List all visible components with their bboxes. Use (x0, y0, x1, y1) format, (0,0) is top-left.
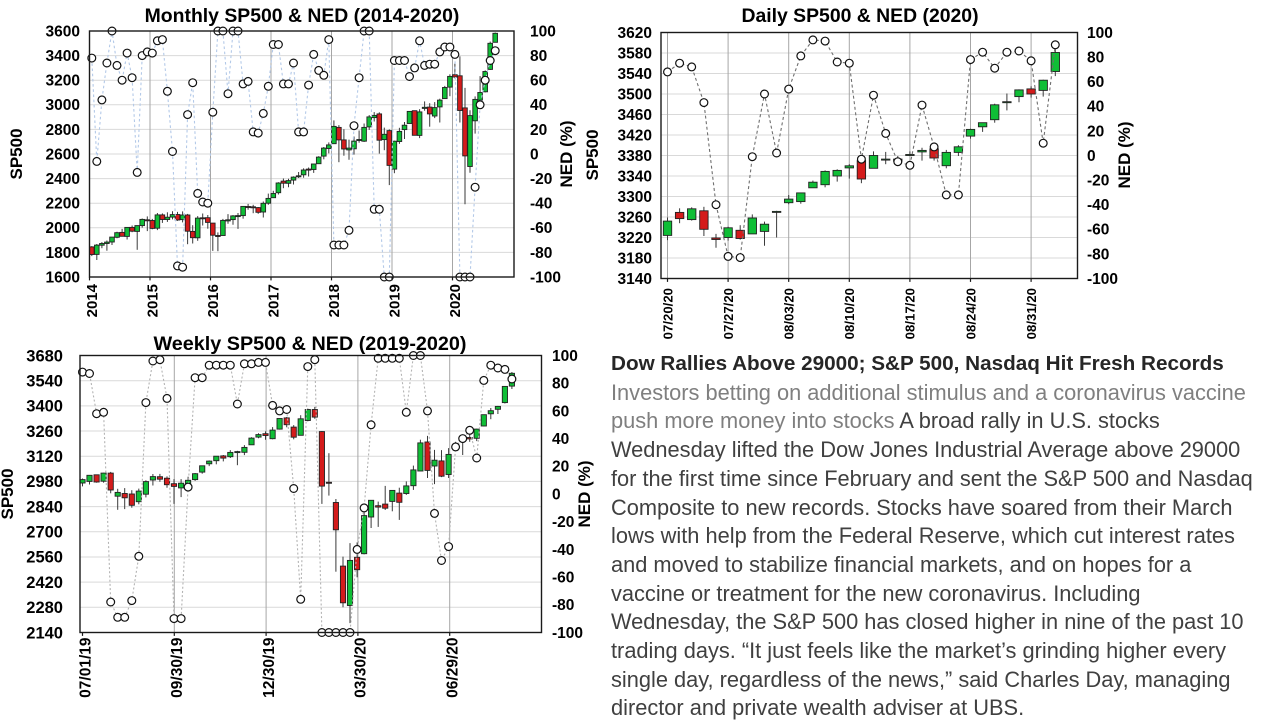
svg-text:2840: 2840 (26, 498, 63, 516)
svg-text:Daily SP500 & NED (2020): Daily SP500 & NED (2020) (741, 5, 978, 27)
svg-text:40: 40 (530, 97, 547, 114)
svg-text:08/24/20: 08/24/20 (963, 288, 978, 339)
svg-text:3260: 3260 (26, 423, 63, 441)
svg-text:80: 80 (530, 48, 547, 65)
svg-text:100: 100 (552, 348, 578, 365)
svg-text:-20: -20 (530, 171, 552, 188)
svg-text:09/30/19: 09/30/19 (169, 637, 186, 698)
svg-text:SP500: SP500 (0, 468, 17, 519)
svg-text:2018: 2018 (326, 284, 343, 317)
svg-text:2016: 2016 (205, 284, 222, 317)
svg-text:60: 60 (552, 403, 569, 420)
svg-text:03/30/20: 03/30/20 (353, 638, 370, 698)
svg-text:3680: 3680 (26, 347, 63, 365)
svg-text:40: 40 (552, 431, 569, 448)
svg-text:80: 80 (552, 376, 569, 393)
svg-text:-40: -40 (1087, 197, 1109, 214)
svg-text:0: 0 (552, 486, 561, 503)
svg-text:20: 20 (552, 459, 569, 476)
svg-text:Monthly SP500 & NED (2014-2020: Monthly SP500 & NED (2014-2020) (145, 5, 460, 27)
svg-text:2000: 2000 (46, 220, 80, 237)
svg-text:1800: 1800 (46, 245, 80, 262)
svg-text:-100: -100 (1087, 271, 1118, 288)
svg-text:3540: 3540 (26, 373, 63, 391)
svg-text:NED (%): NED (%) (1115, 121, 1134, 188)
svg-text:-100: -100 (530, 269, 561, 286)
svg-text:-40: -40 (530, 196, 552, 213)
svg-text:100: 100 (530, 23, 556, 40)
svg-text:-60: -60 (530, 220, 552, 237)
svg-text:2700: 2700 (26, 524, 63, 542)
svg-text:-80: -80 (552, 597, 574, 614)
svg-text:2400: 2400 (46, 171, 80, 188)
svg-text:07/01/19: 07/01/19 (77, 637, 94, 698)
svg-text:NED (%): NED (%) (575, 460, 594, 527)
svg-text:3220: 3220 (618, 230, 652, 247)
svg-text:SP500: SP500 (583, 129, 602, 180)
svg-text:20: 20 (530, 122, 547, 139)
svg-text:3380: 3380 (618, 148, 652, 165)
svg-text:-80: -80 (1087, 246, 1109, 263)
svg-text:60: 60 (530, 73, 547, 90)
svg-text:3600: 3600 (46, 23, 80, 40)
svg-text:2560: 2560 (26, 549, 63, 567)
svg-text:100: 100 (1087, 25, 1113, 42)
svg-text:20: 20 (1087, 123, 1104, 140)
svg-text:3200: 3200 (46, 73, 80, 90)
svg-text:0: 0 (1087, 148, 1096, 165)
svg-text:2019: 2019 (386, 284, 403, 317)
svg-text:08/17/20: 08/17/20 (903, 288, 918, 339)
svg-text:2020: 2020 (447, 284, 464, 317)
svg-text:3340: 3340 (618, 168, 652, 185)
svg-text:3540: 3540 (618, 66, 652, 83)
svg-text:3400: 3400 (46, 48, 80, 65)
svg-text:2015: 2015 (144, 284, 161, 317)
svg-text:SP500: SP500 (7, 128, 26, 179)
svg-text:Weekly SP500 & NED (2019-2020): Weekly SP500 & NED (2019-2020) (153, 333, 466, 355)
svg-text:3620: 3620 (618, 25, 652, 42)
svg-text:3120: 3120 (26, 448, 63, 466)
svg-text:07/27/20: 07/27/20 (721, 288, 736, 339)
svg-text:2014: 2014 (84, 283, 101, 317)
svg-text:2980: 2980 (26, 473, 63, 491)
svg-text:-80: -80 (530, 245, 552, 262)
svg-text:08/10/20: 08/10/20 (842, 288, 857, 339)
svg-text:3260: 3260 (618, 209, 652, 226)
svg-text:60: 60 (1087, 74, 1104, 91)
svg-text:2200: 2200 (46, 196, 80, 213)
svg-text:2420: 2420 (26, 574, 63, 592)
svg-text:3580: 3580 (618, 45, 652, 62)
svg-text:-60: -60 (552, 570, 574, 587)
svg-text:-40: -40 (552, 542, 574, 559)
svg-text:3420: 3420 (618, 127, 652, 144)
svg-text:3140: 3140 (618, 271, 652, 288)
svg-text:-20: -20 (1087, 173, 1109, 190)
svg-text:40: 40 (1087, 99, 1104, 116)
svg-text:3180: 3180 (618, 250, 652, 267)
svg-text:-20: -20 (552, 514, 574, 531)
svg-text:3000: 3000 (46, 97, 80, 114)
svg-text:3500: 3500 (618, 86, 652, 103)
svg-text:08/31/20: 08/31/20 (1024, 288, 1039, 339)
svg-text:NED (%): NED (%) (557, 120, 576, 187)
svg-text:0: 0 (530, 146, 539, 163)
svg-text:3400: 3400 (26, 398, 63, 416)
svg-text:2600: 2600 (46, 146, 80, 163)
svg-text:2140: 2140 (26, 624, 63, 642)
svg-text:-100: -100 (552, 625, 583, 642)
svg-text:07/20/20: 07/20/20 (660, 288, 675, 339)
svg-text:2800: 2800 (46, 122, 80, 139)
svg-text:2017: 2017 (265, 284, 282, 317)
svg-text:-60: -60 (1087, 222, 1109, 239)
svg-text:06/29/20: 06/29/20 (445, 638, 462, 698)
svg-text:80: 80 (1087, 50, 1104, 67)
svg-text:2280: 2280 (26, 599, 63, 617)
svg-text:08/03/20: 08/03/20 (782, 288, 797, 339)
svg-text:1600: 1600 (46, 269, 80, 286)
svg-text:3460: 3460 (618, 107, 652, 124)
svg-text:3300: 3300 (618, 189, 652, 206)
svg-text:12/30/19: 12/30/19 (261, 637, 278, 698)
